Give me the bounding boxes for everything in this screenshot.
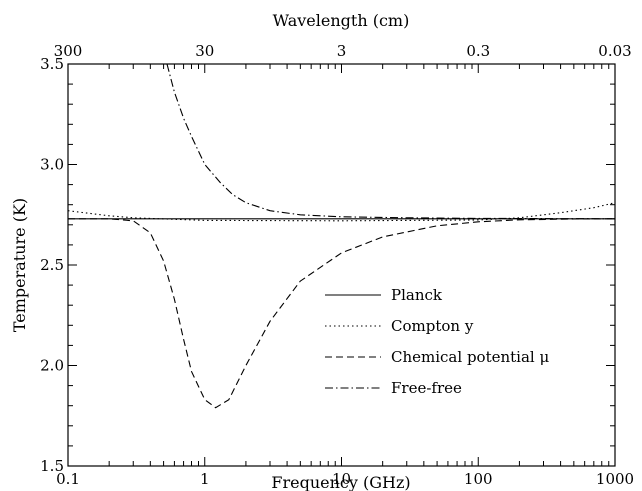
x-tick-label: 0.1: [56, 470, 80, 488]
legend-label-3: Chemical potential μ: [391, 348, 549, 366]
y-axis-title: Temperature (K): [10, 198, 29, 332]
x-axis-title: Frequency (GHz): [271, 473, 410, 491]
legend-label-1: Planck: [391, 286, 443, 304]
y-tick-label: 1.5: [40, 457, 64, 475]
x2-tick-label: 300: [54, 42, 83, 60]
legend-label-2: Compton y: [391, 317, 474, 335]
series-line-4: [166, 64, 615, 220]
tick-labels-layer: 0.1 1 10 100 1000 300 30 3 0.3 0.03 1.5 2.0 2.5 3.0 3.…: [40, 42, 634, 488]
series-layer: [68, 64, 615, 409]
x-tick-label: 10: [332, 470, 351, 488]
x-tick-label: 1000: [596, 470, 634, 488]
series-line-2: [68, 202, 615, 222]
x-tick-label: 100: [464, 470, 493, 488]
ticks-layer: [67, 63, 616, 467]
plot-frame: [67, 63, 616, 467]
series-line-3: [68, 218, 615, 409]
y-tick-label: 2.5: [40, 256, 64, 274]
legend-label-4: Free-free: [391, 379, 462, 397]
x2-axis-title: Wavelength (cm): [273, 11, 410, 30]
legend: Planck Compton y Chemical potential μ Free-…: [325, 286, 549, 397]
x2-tick-label: 0.03: [598, 42, 631, 60]
x2-tick-label: 30: [195, 42, 214, 60]
x-tick-label: 1: [200, 470, 210, 488]
x2-tick-label: 3: [337, 42, 347, 60]
y-tick-label: 3.5: [40, 55, 64, 73]
y-tick-label: 3.0: [40, 156, 64, 174]
x2-tick-label: 0.3: [466, 42, 490, 60]
y-tick-label: 2.0: [40, 357, 64, 375]
